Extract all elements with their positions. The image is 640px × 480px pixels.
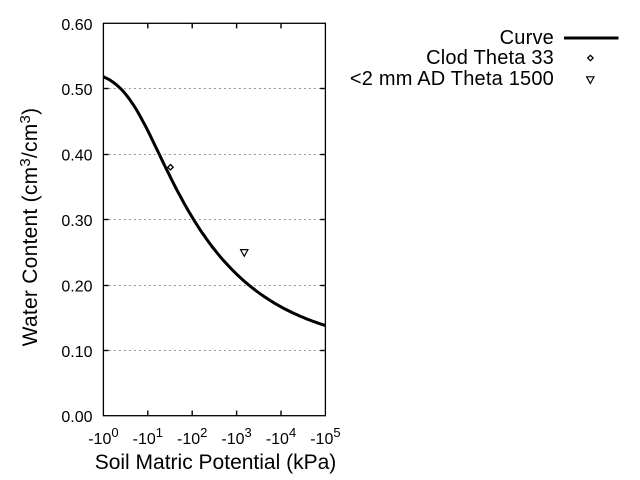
svg-text:0.60: 0.60: [61, 17, 92, 34]
svg-text:<2 mm AD Theta 1500: <2 mm AD Theta 1500: [350, 68, 554, 90]
svg-text:Water Content (cm3/cm3): Water Content (cm3/cm3): [17, 108, 42, 347]
svg-text:0.40: 0.40: [61, 147, 92, 164]
svg-text:-100: -100: [88, 425, 118, 448]
svg-text:0.50: 0.50: [61, 82, 92, 99]
svg-text:0.10: 0.10: [61, 344, 92, 361]
svg-text:Curve: Curve: [500, 27, 554, 49]
svg-text:Soil Matric Potential (kPa): Soil Matric Potential (kPa): [95, 451, 337, 474]
svg-text:Clod Theta 33: Clod Theta 33: [426, 47, 554, 69]
svg-text:-105: -105: [310, 425, 340, 448]
svg-text:-104: -104: [266, 425, 296, 448]
svg-text:-103: -103: [221, 425, 251, 448]
svg-text:0.30: 0.30: [61, 213, 92, 230]
svg-text:0.20: 0.20: [61, 278, 92, 295]
svg-text:-102: -102: [177, 425, 207, 448]
svg-text:-101: -101: [133, 425, 163, 448]
svg-text:0.00: 0.00: [61, 409, 92, 426]
